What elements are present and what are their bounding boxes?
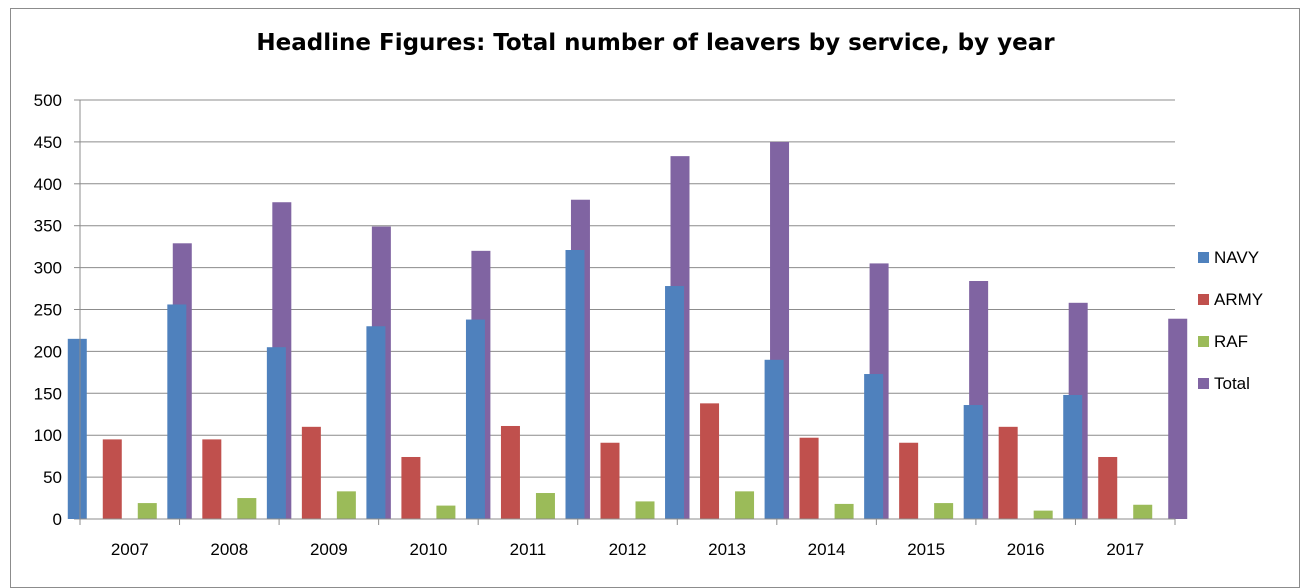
- bar-navy: [67, 338, 87, 519]
- legend-label-navy: NAVY: [1214, 248, 1259, 267]
- bar-raf: [635, 501, 655, 519]
- y-tick-label: 300: [34, 259, 62, 278]
- x-tick-label: 2015: [907, 540, 945, 559]
- bar-raf: [934, 503, 954, 519]
- bar-army: [700, 403, 720, 519]
- legend-swatch-navy: [1198, 252, 1209, 263]
- bar-army: [600, 442, 620, 519]
- bar-navy: [167, 304, 187, 519]
- bar-raf: [1033, 510, 1053, 519]
- bar-army: [899, 442, 919, 519]
- bar-raf: [436, 505, 456, 519]
- bar-army: [102, 439, 122, 519]
- y-tick-label: 200: [34, 342, 62, 361]
- bar-raf: [735, 491, 755, 519]
- bar-navy: [665, 286, 685, 519]
- legend-swatch-army: [1198, 294, 1209, 305]
- legend: NAVY ARMY RAF Total: [1198, 248, 1263, 393]
- bar-raf: [834, 503, 854, 519]
- legend-label-army: ARMY: [1214, 290, 1263, 309]
- y-tick-label: 0: [53, 510, 62, 529]
- y-tick-label: 400: [34, 175, 62, 194]
- bar-army: [500, 425, 520, 519]
- x-tick-label: 2013: [708, 540, 746, 559]
- bar-army: [998, 426, 1018, 519]
- bar-army: [799, 437, 819, 519]
- bar-army: [301, 426, 321, 519]
- x-tick-label: 2011: [510, 540, 547, 559]
- y-tick-label: 350: [34, 217, 62, 236]
- gridlines: [80, 99, 1175, 520]
- x-tick-label: 2009: [310, 540, 348, 559]
- y-tick-label: 500: [34, 91, 62, 110]
- bar-raf: [336, 491, 356, 519]
- x-tick-label: 2016: [1007, 540, 1045, 559]
- bar-navy: [963, 405, 983, 519]
- bar-navy: [366, 326, 386, 519]
- bar-raf: [535, 493, 555, 519]
- bar-navy: [565, 250, 585, 519]
- x-axis: 2007 2008 2009 2010 2011 2012 2013 2014 2015 2016…: [79, 100, 1176, 559]
- bar-navy: [864, 374, 884, 519]
- bar-total: [1168, 318, 1188, 519]
- x-tick-label: 2010: [409, 540, 447, 559]
- bar-army: [401, 456, 421, 519]
- legend-label-total: Total: [1214, 374, 1250, 393]
- bar-raf: [237, 498, 257, 519]
- bars: [67, 141, 1188, 520]
- y-tick-label: 100: [34, 426, 62, 445]
- legend-label-raf: RAF: [1214, 332, 1248, 351]
- chart-title: Headline Figures: Total number of leaver…: [256, 30, 1055, 56]
- legend-swatch-raf: [1198, 336, 1209, 347]
- x-tick-label: 2017: [1106, 540, 1144, 559]
- x-tick-label: 2014: [808, 540, 846, 559]
- bar-navy: [465, 319, 485, 519]
- legend-swatch-total: [1198, 378, 1209, 389]
- bar-navy: [1063, 394, 1083, 519]
- bar-army: [202, 439, 222, 519]
- x-tick-label: 2007: [111, 540, 149, 559]
- bar-raf: [137, 503, 157, 519]
- bar-navy: [266, 347, 286, 519]
- y-tick-label: 150: [34, 384, 62, 403]
- bar-raf: [1133, 504, 1153, 519]
- y-tick-label: 50: [43, 468, 62, 487]
- bar-navy: [764, 359, 784, 519]
- y-tick-label: 250: [34, 301, 62, 320]
- bar-army: [1098, 456, 1118, 519]
- x-tick-label: 2012: [609, 540, 647, 559]
- y-tick-label: 450: [34, 133, 62, 152]
- x-tick-label: 2008: [210, 540, 248, 559]
